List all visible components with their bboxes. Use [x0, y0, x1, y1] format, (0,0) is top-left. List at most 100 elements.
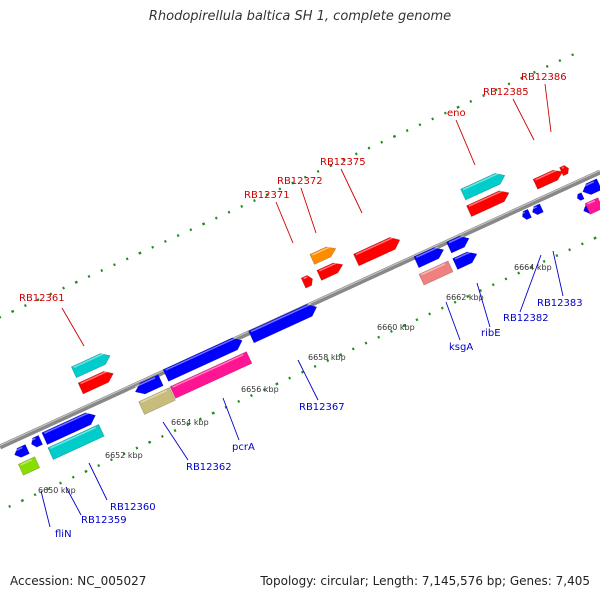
label-leader-line — [65, 486, 82, 516]
tick-mark — [71, 475, 75, 479]
tick-mark — [100, 269, 104, 273]
gene-highlight — [582, 181, 594, 188]
gene-highlight — [14, 446, 23, 452]
gene-arrow — [413, 247, 445, 269]
gene-label: RB12375 — [320, 157, 366, 168]
gene-highlight — [140, 389, 167, 403]
tick-mark — [300, 370, 304, 374]
tick-mark — [138, 251, 142, 255]
tick-mark — [288, 376, 292, 380]
gene-arrow — [300, 275, 313, 289]
tick-mark — [533, 70, 536, 74]
gene-label: ribE — [481, 328, 501, 339]
label-leader-line — [61, 307, 85, 347]
tick-mark — [122, 452, 126, 456]
gene-arrow — [576, 192, 585, 201]
label-leader-line — [552, 250, 564, 297]
scale-tick-label: 6662 kbp — [446, 293, 484, 302]
tick-mark — [275, 382, 279, 386]
gene-label: RB12382 — [503, 313, 549, 324]
tick-mark — [469, 99, 473, 103]
label-leader-line — [88, 462, 108, 501]
tick-mark — [520, 76, 524, 80]
tick-mark — [338, 353, 343, 357]
gene-highlight — [561, 166, 565, 169]
tick-mark — [354, 152, 358, 156]
gene-label: RB12360 — [110, 502, 156, 513]
gene-arrow — [582, 178, 600, 195]
tick-mark — [214, 216, 218, 220]
gene-highlight — [134, 377, 156, 388]
map-title: Rhodopirellula baltica SH 1, complete ge… — [148, 9, 452, 24]
gene-arrow — [466, 190, 510, 218]
tick-mark — [316, 169, 320, 173]
accession-text: Accession: NC_005027 — [10, 574, 147, 588]
tick-mark — [456, 105, 460, 109]
tick-mark — [265, 193, 269, 197]
tick-mark — [402, 323, 406, 328]
tick-mark — [201, 222, 206, 226]
gene-labels: RB12361 RB12371 RB12372 RB12375 eno RB12385 RB… — [19, 72, 583, 540]
tick-mark — [74, 280, 78, 284]
tick-mark — [303, 175, 307, 179]
tick-mark — [163, 239, 167, 243]
gene-label: RB12372 — [277, 176, 323, 187]
tick-mark — [364, 341, 368, 345]
scale-tick-label: 6652 kbp — [105, 451, 143, 460]
tick-mark — [494, 88, 498, 92]
tick-mark — [313, 364, 317, 368]
tick-mark — [571, 53, 575, 57]
tick-mark — [20, 498, 25, 503]
gene-label: RB12383 — [537, 298, 583, 309]
gene-arrow — [70, 353, 111, 379]
tick-mark — [443, 111, 447, 115]
gene-label: RB12367 — [299, 402, 345, 413]
label-leader-line — [162, 421, 189, 461]
tick-mark — [482, 94, 485, 98]
gene-highlight — [462, 172, 500, 191]
tick-mark — [428, 312, 432, 316]
tick-mark — [135, 446, 139, 450]
label-leader-line — [512, 98, 535, 141]
gene-highlight — [49, 426, 97, 449]
tick-mark — [33, 493, 37, 497]
gene-arrow — [460, 172, 506, 201]
gene-highlight — [20, 459, 32, 466]
gene-arrow — [77, 371, 114, 395]
tick-mark — [237, 399, 241, 403]
gene-highlight — [31, 437, 36, 441]
gene-box — [584, 197, 600, 215]
tick-mark — [431, 117, 435, 121]
tick-mark — [262, 388, 266, 392]
gene-label: fliN — [55, 529, 72, 540]
scale-tick-label: 6660 kbp — [377, 323, 415, 332]
gene-highlight — [532, 206, 537, 210]
gene-highlight — [421, 263, 446, 276]
gene-label: RB12362 — [186, 462, 232, 473]
gene-highlight — [468, 189, 504, 207]
label-leader-line — [300, 187, 317, 234]
tick-mark — [507, 82, 511, 86]
gene-box — [418, 260, 454, 286]
gene-highlight — [165, 336, 237, 371]
gene-highlight — [587, 199, 596, 205]
gene-label: RB12371 — [244, 190, 290, 201]
gene-highlight — [172, 353, 244, 388]
gene-highlight — [73, 352, 105, 369]
tick-mark — [342, 158, 345, 162]
tick-mark — [176, 234, 180, 238]
gene-box — [17, 456, 41, 476]
tick-mark — [504, 277, 508, 281]
gene-label: ksgA — [449, 342, 473, 353]
bottom-tick-row — [8, 236, 597, 508]
gene-features — [14, 165, 600, 476]
tick-mark — [62, 286, 65, 290]
gene-highlight — [535, 169, 558, 181]
tick-mark — [36, 298, 40, 302]
gene-highlight — [312, 245, 331, 256]
gene-label: RB12359 — [81, 515, 127, 526]
tick-mark — [151, 245, 155, 249]
gene-highlight — [43, 411, 91, 434]
tick-mark — [491, 283, 495, 287]
